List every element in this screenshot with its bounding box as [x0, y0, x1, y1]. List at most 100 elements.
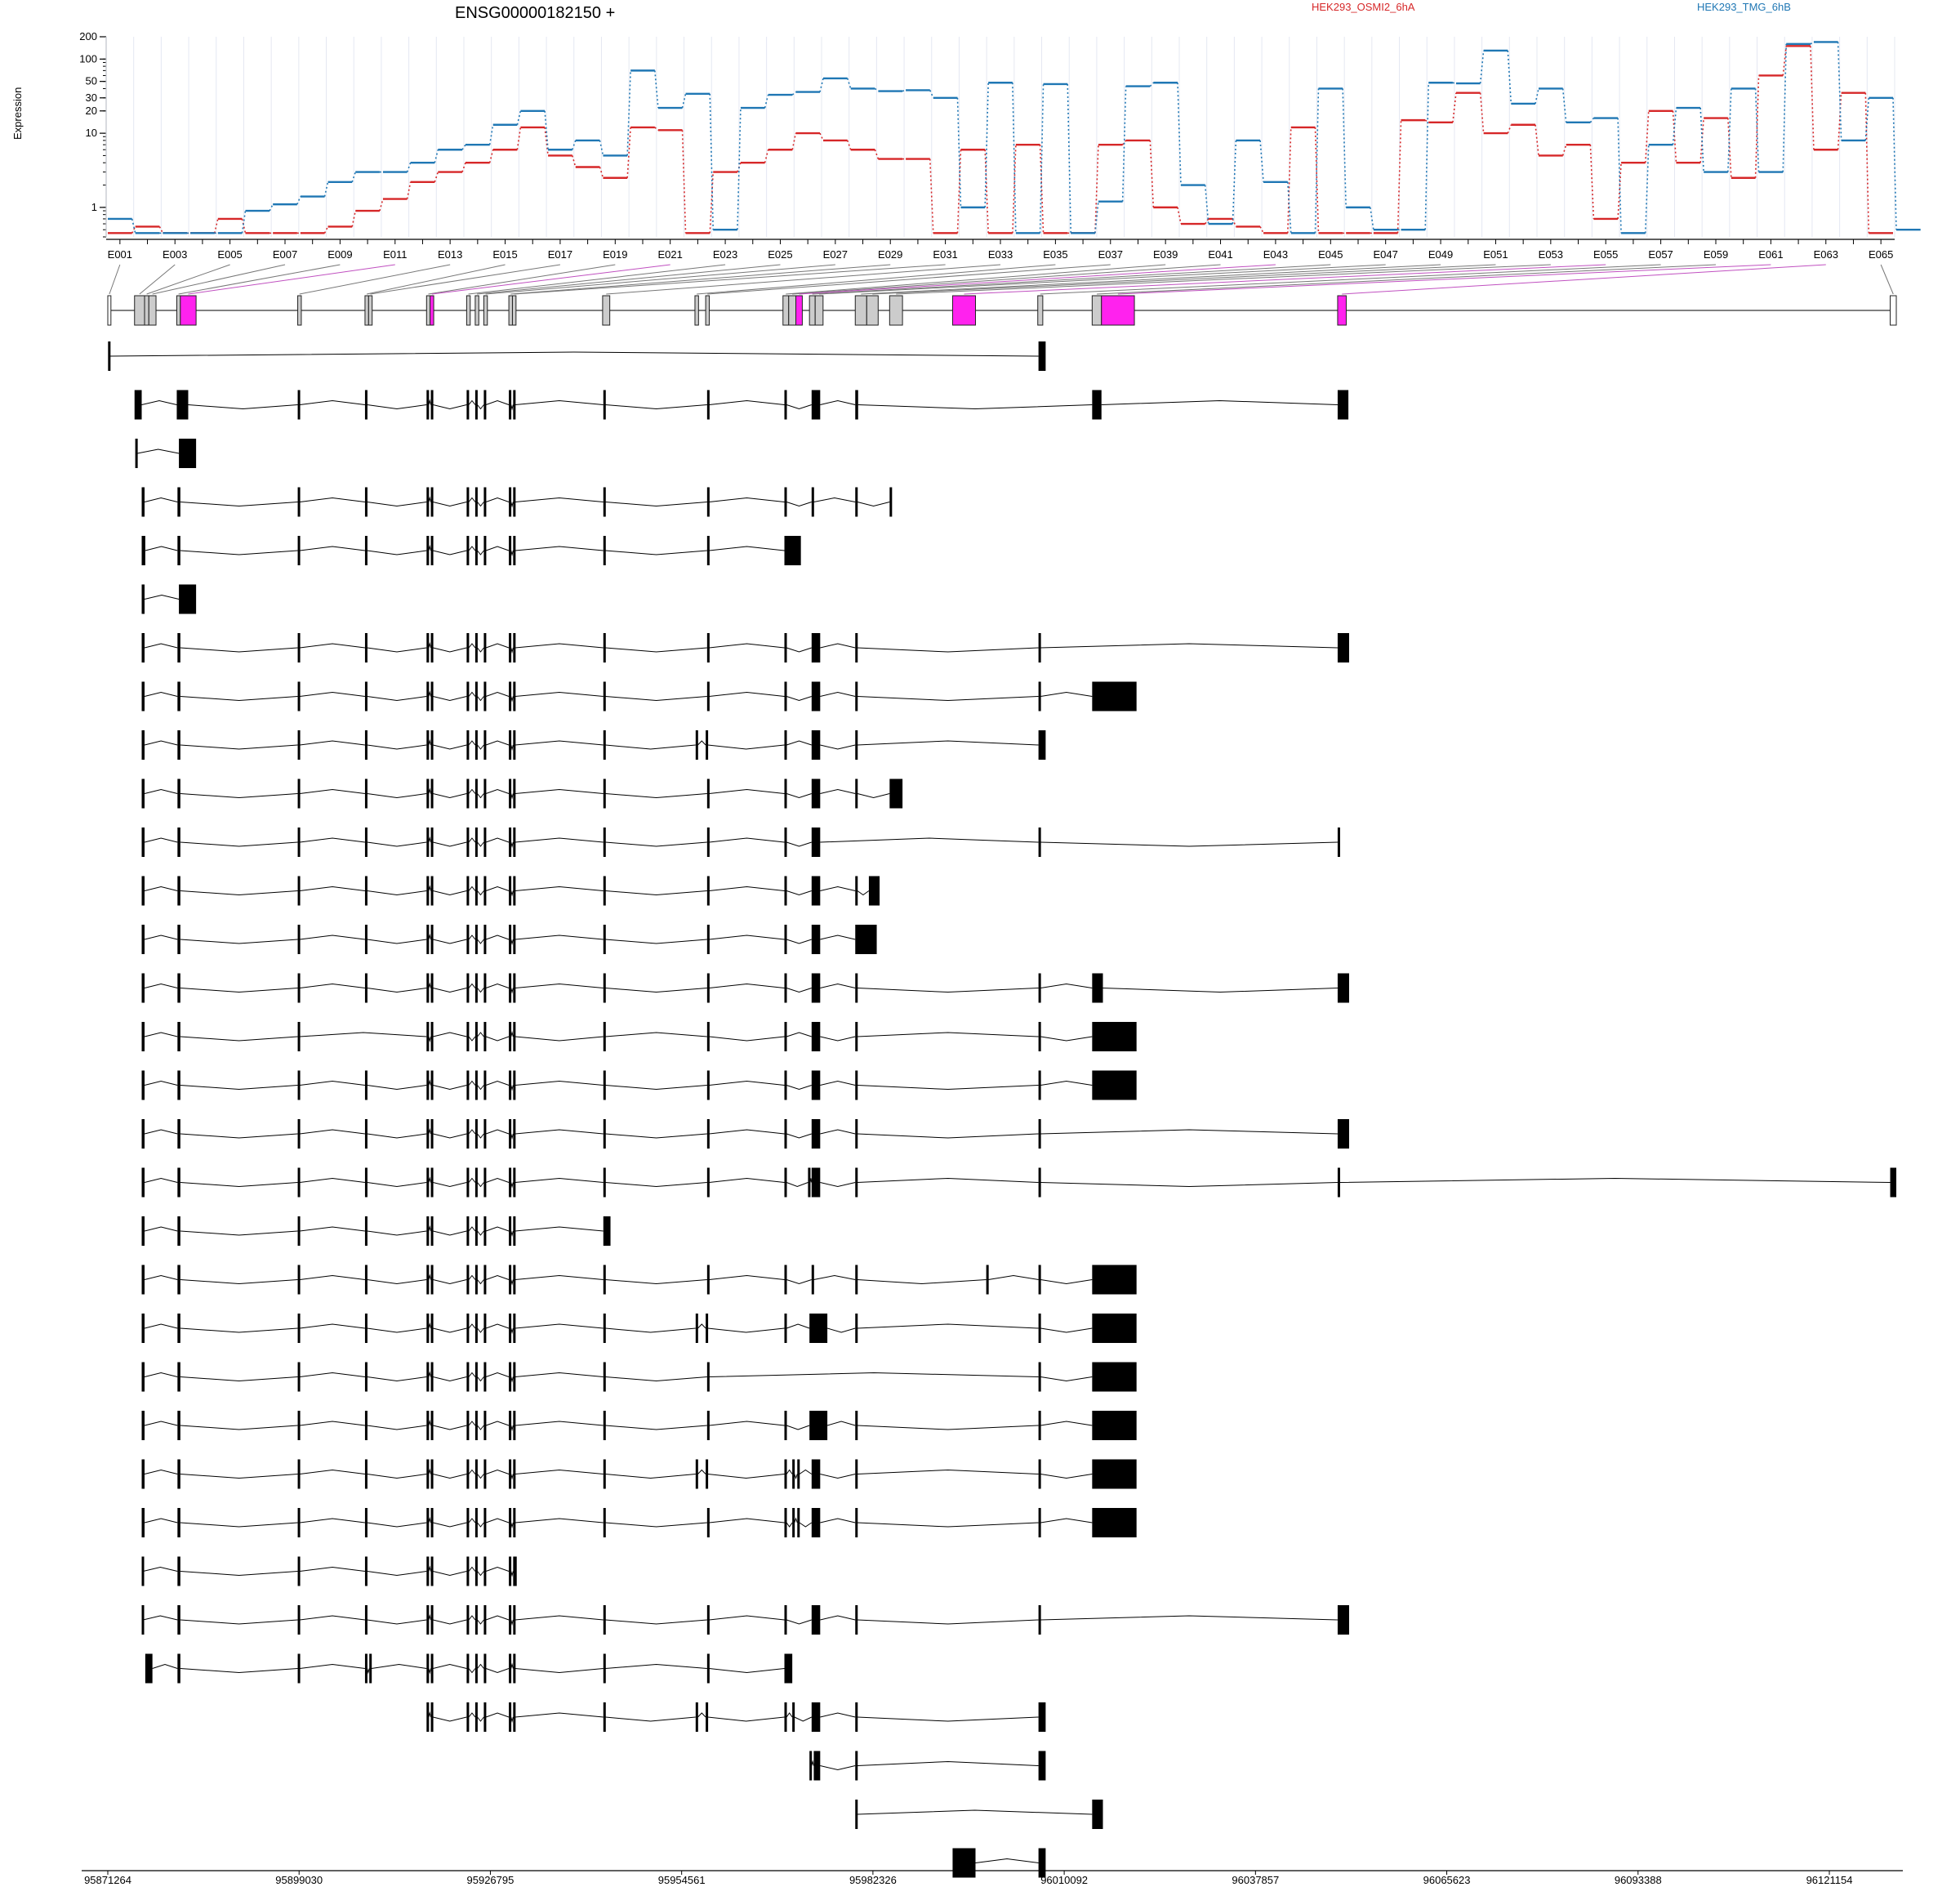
intron — [180, 1182, 298, 1188]
exon-block — [811, 633, 821, 662]
exon-block — [426, 1119, 430, 1149]
exon-block — [297, 633, 301, 662]
intron — [433, 550, 467, 555]
intron — [477, 841, 484, 847]
intron — [300, 1177, 366, 1183]
exon-block — [811, 1702, 821, 1732]
intron — [468, 399, 476, 405]
exon-block — [474, 973, 478, 1003]
intron — [428, 1468, 432, 1474]
intron — [152, 1663, 178, 1669]
intron — [1040, 1080, 1093, 1086]
exon-block — [509, 1216, 512, 1246]
exon-block — [297, 1508, 301, 1537]
step-join — [1589, 145, 1595, 219]
intron — [709, 399, 785, 405]
exon-block — [474, 1022, 478, 1051]
exon-label: E047 — [1374, 248, 1398, 261]
genomic-coordinate-label: 96093388 — [1615, 1874, 1662, 1886]
exon-block — [176, 390, 189, 420]
exon-block — [811, 1459, 821, 1489]
intron — [786, 1469, 793, 1474]
transcript-28 — [145, 1653, 793, 1684]
exon-label: E041 — [1208, 248, 1232, 261]
exon-block — [1092, 1070, 1137, 1100]
exon-block — [603, 487, 606, 517]
intron — [857, 1760, 1039, 1766]
step-join — [1177, 83, 1182, 185]
exon-block — [509, 1411, 512, 1440]
intron — [820, 643, 856, 649]
exon-block — [603, 681, 606, 712]
exon-block — [430, 1459, 434, 1489]
exon-block — [509, 1459, 512, 1489]
intron — [468, 1712, 476, 1718]
gene-exon — [148, 295, 157, 326]
intron — [300, 788, 366, 794]
intron — [1040, 1279, 1093, 1285]
intron — [707, 744, 785, 750]
transcript-6 — [141, 584, 197, 614]
exon-block — [177, 973, 180, 1003]
intron — [144, 740, 178, 746]
intron — [428, 545, 432, 551]
exon-block — [426, 1022, 430, 1051]
exon-block — [509, 1653, 512, 1684]
intron — [514, 546, 604, 551]
step-join — [654, 127, 659, 131]
exon-block — [430, 1265, 434, 1295]
transcript-models — [108, 341, 1896, 1878]
exon-block — [426, 828, 430, 857]
intron — [1040, 643, 1338, 649]
exon-block — [297, 1167, 301, 1198]
intron — [820, 1765, 856, 1771]
intron — [180, 1474, 298, 1479]
intron — [485, 1080, 510, 1086]
intron — [485, 1177, 510, 1183]
exon-block — [426, 1216, 430, 1246]
intron — [468, 1274, 476, 1280]
intron — [468, 497, 476, 502]
intron — [477, 647, 484, 653]
intron — [605, 1716, 696, 1722]
intron — [811, 1760, 814, 1766]
exon-block — [509, 1119, 512, 1149]
exon-block — [1337, 1167, 1340, 1198]
exon-connector — [861, 264, 1441, 295]
exon-block — [474, 633, 478, 662]
transcript-25 — [141, 1508, 1137, 1537]
exon-block — [430, 973, 434, 1003]
intron — [1040, 1376, 1093, 1382]
exon-connector — [818, 264, 1386, 295]
exon-label: E017 — [548, 248, 572, 261]
gene-model — [107, 295, 1897, 326]
exon-block — [141, 536, 145, 565]
intron — [180, 502, 298, 507]
intron — [820, 1615, 856, 1621]
step-join — [1589, 118, 1595, 123]
intron — [144, 497, 178, 502]
exon-block — [297, 681, 301, 712]
intron — [433, 1230, 467, 1236]
exon-block — [603, 1702, 606, 1732]
step-join — [1672, 110, 1677, 163]
exon-block — [513, 730, 516, 760]
exon-block — [1038, 1411, 1041, 1440]
step-join — [929, 158, 934, 234]
exon-block — [603, 1411, 606, 1440]
exon-block — [474, 1216, 478, 1246]
exon-block — [784, 1459, 787, 1489]
intron — [477, 1230, 484, 1236]
exon-block — [364, 973, 368, 1003]
step-join — [929, 90, 934, 99]
step-join — [1012, 83, 1017, 234]
intron — [428, 1274, 432, 1280]
intron — [697, 740, 706, 746]
exon-block — [364, 1362, 368, 1392]
intron — [300, 740, 366, 746]
exon-connector — [431, 264, 670, 295]
intron — [428, 934, 432, 940]
exon-block — [784, 1314, 787, 1343]
intron — [367, 1279, 427, 1285]
